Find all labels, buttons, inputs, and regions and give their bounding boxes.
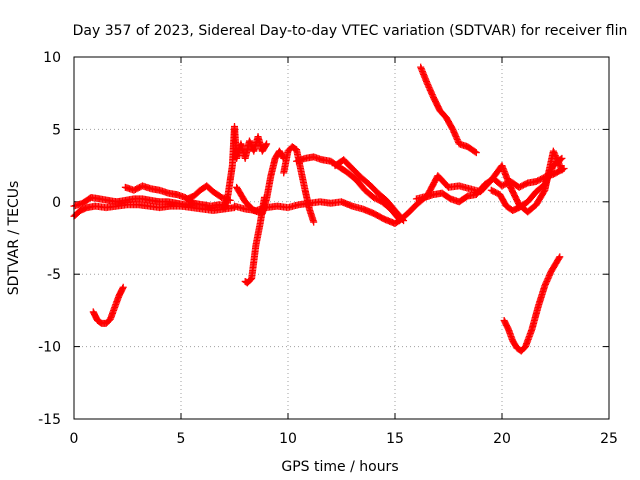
x-tick-label: 15 <box>386 431 404 447</box>
series-trace-arc-early <box>89 283 127 327</box>
x-tick-label: 25 <box>600 431 618 447</box>
y-tick-label: 5 <box>52 122 61 138</box>
data-marker <box>471 148 479 156</box>
plot-frame <box>73 56 610 420</box>
data-markers <box>70 63 568 355</box>
y-tick-label: -15 <box>38 412 61 428</box>
x-axis-label: GPS time / hours <box>281 459 398 475</box>
series-trace-spike <box>220 123 271 213</box>
series-trace-plume <box>331 156 408 225</box>
y-axis-label: SDTVAR / TECUs <box>6 181 22 296</box>
series-trace-bump-a <box>121 182 196 206</box>
grid-lines <box>74 57 609 419</box>
chart-title: Day 357 of 2023, Sidereal Day-to-day VTE… <box>73 23 628 39</box>
series-trace-dip <box>241 193 268 287</box>
series-trace-bump-b <box>183 182 234 204</box>
series-trace-arc-late <box>500 253 564 355</box>
y-tick-label: -5 <box>47 267 61 283</box>
x-tick-label: 5 <box>177 431 186 447</box>
axis-ticks <box>73 56 610 420</box>
data-marker <box>558 166 566 174</box>
y-tick-label: -10 <box>38 340 61 356</box>
x-tick-label: 0 <box>70 431 79 447</box>
data-marker <box>310 218 318 226</box>
x-tick-label: 20 <box>493 431 511 447</box>
data-marker <box>556 253 564 261</box>
data-marker <box>119 283 127 291</box>
data-marker <box>262 141 270 149</box>
x-tick-label: 10 <box>279 431 297 447</box>
data-marker <box>558 154 566 162</box>
data-marker <box>260 193 268 201</box>
x-tick-labels: 0 5 10 15 20 25 <box>70 431 618 447</box>
data-marker <box>472 149 480 157</box>
series-trace-late-dip <box>487 154 566 214</box>
y-tick-label: 10 <box>43 50 61 66</box>
data-marker <box>263 140 271 148</box>
data-marker <box>555 254 563 262</box>
y-tick-label: 0 <box>52 195 61 211</box>
series-trace-decline <box>417 63 480 157</box>
y-tick-labels: -15 -10 -5 0 5 10 <box>38 50 61 428</box>
data-marker <box>557 164 565 172</box>
data-marker <box>557 155 565 163</box>
